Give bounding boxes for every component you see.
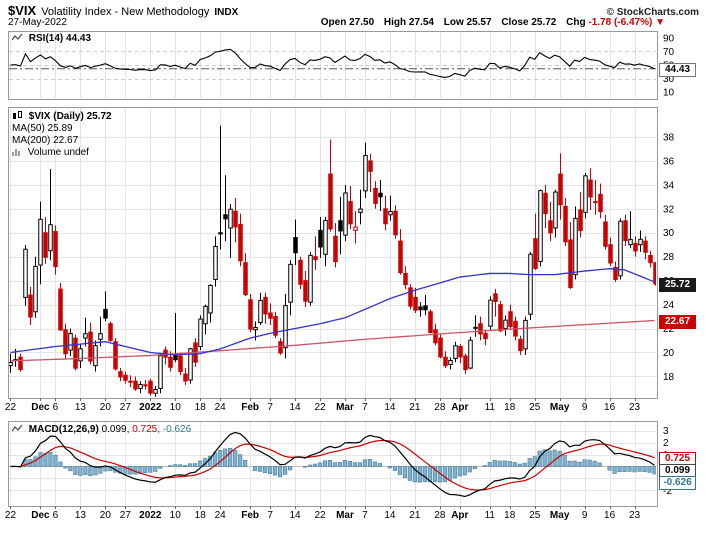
macd-label: MACD(12,26,9) 0.099, 0.725, -0.626 [11,424,192,435]
rsi-value: 44.43 [66,33,92,44]
price-title: $VIX (Daily) 25.72 [12,111,112,122]
macd-hist-badge: -0.626 [659,476,696,490]
low-label: Low [443,17,464,28]
chg-label: Chg [566,17,586,28]
rsi-current-badge: 44.43 [659,63,696,77]
low-value: 25.57 [466,17,492,28]
exchange: INDX [214,7,239,18]
macd-line-value: 0.099, [101,424,130,435]
rsi-label: RSI(14) 44.43 [11,33,92,44]
ma50-label: MA(50) 25.89 [12,123,73,134]
open-label: Open [320,17,347,28]
copyright-link[interactable]: © StockCharts.com [606,7,699,18]
close-label: Close [501,17,529,28]
symbol-name: Volatility Index - New Methodology [41,6,210,18]
ma200-badge: 22.67 [659,315,696,329]
chart-date: 27-May-2022 [8,17,67,28]
candlestick-icon [13,111,22,119]
price-close-badge: 25.72 [659,278,696,292]
quote-line: Open 27.50 High 27.54 Low 25.57 Close 25… [314,17,665,28]
high-value: 27.54 [408,17,434,28]
macd-signal-value: 0.725, [132,424,160,435]
quote-header: 27-May-2022 Open 27.50 High 27.54 Low 25… [8,17,665,28]
chg-value: -1.78 (-6.47%) [588,17,653,28]
ma200-label: MA(200) 22.67 [12,135,79,146]
macd-hist-value: -0.626 [162,424,192,435]
volume-icon [12,149,20,156]
price-title-text: $VIX (Daily) 25.72 [28,111,112,122]
down-arrow-icon: ▼ [655,17,665,28]
chart-header: $VIX Volatility Index - New Methodology … [8,3,699,18]
close-value: 25.72 [531,17,557,28]
rsi-label-text: RSI(14) [28,33,64,44]
high-label: High [383,17,407,28]
indicator-icon [11,424,23,432]
volume-label: Volume undef [12,147,89,158]
volume-label-text: Volume undef [27,147,89,158]
indicator-icon [11,33,23,41]
macd-label-text: MACD(12,26,9) [28,424,99,435]
symbol: $VIX [8,3,37,18]
open-value: 27.50 [349,17,375,28]
